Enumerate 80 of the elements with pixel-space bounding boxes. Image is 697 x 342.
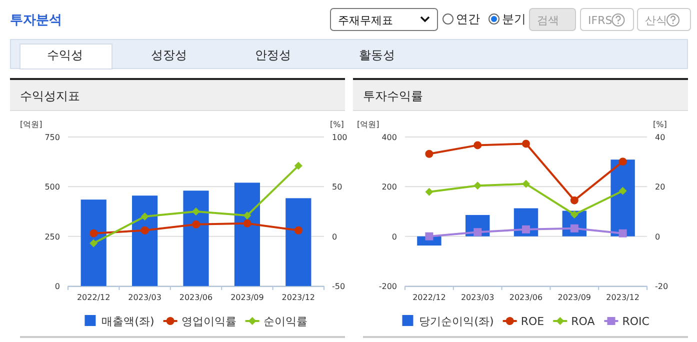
point <box>140 212 149 220</box>
point <box>425 232 434 240</box>
bar <box>234 182 260 286</box>
bar <box>286 198 312 286</box>
y-tick-label: 750 <box>44 133 60 142</box>
y-axis-title: [억원] <box>357 120 380 129</box>
point <box>294 162 302 170</box>
legend-label: 영업이익률 <box>181 315 236 328</box>
chart-title: 투자수익률 <box>363 89 423 103</box>
x-tick-label: 2023/03 <box>460 293 494 302</box>
point <box>474 228 482 236</box>
y2-tick-label: 40 <box>655 133 666 142</box>
y-tick-label: 0 <box>54 282 60 291</box>
text: IFRS <box>588 14 612 27</box>
legend-label: 매출액(좌) <box>102 315 154 328</box>
y-tick-label: -200 <box>378 282 397 291</box>
text: 활동성 <box>359 48 395 62</box>
x-tick-label: 2023/09 <box>230 293 264 302</box>
point <box>425 150 434 158</box>
x-tick-label: 2023/12 <box>282 293 316 302</box>
legend-label: ROE <box>520 315 544 328</box>
point <box>192 208 200 216</box>
y2-tick-label: 50 <box>332 182 342 192</box>
point <box>522 225 530 234</box>
y-tick-label: 500 <box>44 182 60 192</box>
y2-tick-label: 100 <box>332 133 348 142</box>
point <box>570 210 578 218</box>
legend-label: ROIC <box>622 315 650 328</box>
y2-tick-label: -50 <box>332 282 346 291</box>
x-tick-label: 2023/06 <box>509 293 543 302</box>
text: 성장성 <box>151 48 187 62</box>
y2-tick-label: -20 <box>655 282 668 291</box>
point <box>618 229 627 238</box>
y2-axis-title: [%] <box>330 120 344 129</box>
text: 안정성 <box>255 48 291 62</box>
y-tick-label: 0 <box>392 232 397 242</box>
point <box>570 224 578 232</box>
text: 분기 <box>502 12 526 26</box>
legend-label: ROA <box>571 315 596 328</box>
legend-label: 당기순이익(좌) <box>419 315 494 328</box>
text: 검색 <box>537 14 559 27</box>
point <box>294 226 302 234</box>
point <box>90 239 98 248</box>
point <box>243 211 252 220</box>
bar <box>183 190 209 286</box>
point <box>425 188 434 196</box>
point <box>522 140 530 148</box>
y-axis-title: [억원] <box>20 120 42 129</box>
x-tick-label: 2023/03 <box>128 293 162 302</box>
bar <box>132 196 158 286</box>
point <box>522 180 530 188</box>
legend-label: 순이익률 <box>263 315 308 328</box>
point <box>618 186 627 195</box>
point <box>618 158 627 166</box>
y-tick-label: 250 <box>44 232 60 242</box>
text: 주재무제표 <box>338 14 393 27</box>
point <box>243 219 252 228</box>
point <box>474 182 482 190</box>
text: 수익성 <box>47 48 83 62</box>
x-tick-label: 2023/06 <box>179 293 213 302</box>
x-tick-label: 2022/12 <box>76 293 110 302</box>
text: 연간 <box>456 12 480 26</box>
bar <box>80 200 106 286</box>
point <box>90 229 98 238</box>
y2-tick-label: 20 <box>655 182 666 192</box>
x-tick-label: 2023/12 <box>606 293 640 302</box>
x-tick-label: 2022/12 <box>412 293 446 302</box>
y2-tick-label: 0 <box>655 232 660 242</box>
point <box>140 226 149 234</box>
point <box>192 220 200 228</box>
y-tick-label: 200 <box>382 182 397 192</box>
point <box>474 141 482 150</box>
y2-axis-title: [%] <box>653 120 667 129</box>
x-tick-label: 2023/09 <box>558 293 592 302</box>
text: 투자분석 <box>10 13 62 28</box>
point <box>570 196 578 204</box>
y-tick-label: 400 <box>382 133 397 142</box>
text: 산식 <box>645 14 667 27</box>
chart-title: 수익성지표 <box>20 89 80 103</box>
y2-tick-label: 0 <box>332 232 338 242</box>
